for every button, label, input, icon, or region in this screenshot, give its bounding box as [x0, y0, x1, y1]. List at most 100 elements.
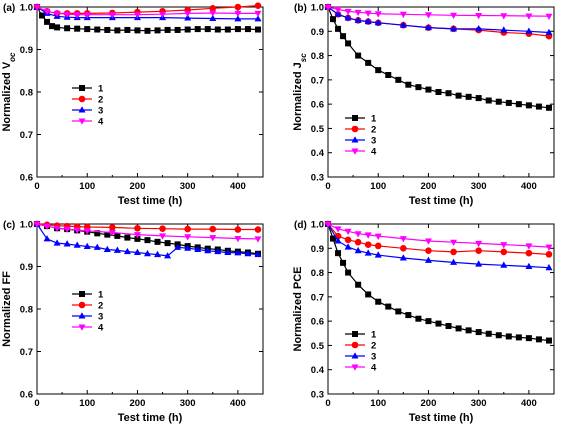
y-axis-label: Normalized PCE: [292, 267, 304, 352]
y-tick-label: 0.6: [20, 173, 33, 184]
data-point: [545, 104, 552, 111]
data-point: [209, 4, 217, 12]
data-point: [83, 12, 91, 19]
data-point: [374, 18, 382, 26]
data-point: [424, 23, 432, 31]
data-point: [364, 241, 372, 248]
series-4: [324, 221, 553, 251]
legend-marker: [351, 352, 359, 359]
data-point: [475, 13, 483, 20]
plot-frame: [327, 6, 555, 178]
data-point: [475, 260, 483, 267]
data-point: [234, 15, 242, 22]
data-point: [244, 249, 252, 257]
y-tick-label: 1.0: [311, 220, 324, 231]
data-point: [184, 10, 192, 18]
data-point: [525, 243, 533, 250]
x-tick-label: 400: [230, 181, 246, 192]
legend-label: 3: [371, 352, 376, 363]
y-tick-label: 0.9: [311, 27, 324, 38]
data-point: [500, 261, 508, 268]
data-point: [254, 236, 262, 243]
data-point: [475, 247, 482, 255]
data-point: [525, 27, 533, 34]
data-point: [399, 236, 407, 243]
data-point: [445, 90, 452, 97]
data-point: [134, 27, 141, 34]
data-point: [43, 235, 51, 242]
data-point: [364, 17, 372, 25]
y-tick-label: 0.9: [311, 244, 324, 255]
data-point: [174, 26, 181, 33]
y-axis-label: Normalized FF: [1, 271, 13, 347]
data-point: [104, 26, 111, 33]
x-tick-label: 0: [34, 181, 39, 192]
data-point: [33, 221, 41, 228]
data-point: [385, 72, 392, 78]
x-tick-label: 400: [230, 398, 246, 409]
data-point: [324, 4, 332, 11]
panel-label: (d): [294, 220, 307, 231]
legend-label: 4: [371, 363, 377, 374]
data-point: [234, 3, 242, 11]
series-2: [324, 220, 553, 258]
y-tick-label: 0.4: [311, 148, 325, 159]
data-point: [159, 233, 167, 240]
y-axis-label-subscript: oc: [8, 52, 17, 62]
data-point: [154, 250, 162, 258]
data-point: [450, 239, 458, 247]
data-point: [525, 13, 533, 20]
data-point: [109, 224, 116, 231]
data-point: [39, 12, 46, 19]
x-tick-label: 400: [521, 181, 537, 192]
data-point: [209, 225, 217, 233]
legend-marker: [78, 118, 86, 125]
legend-label: 4: [98, 323, 104, 334]
data-point: [415, 84, 422, 91]
y-tick-label: 0.4: [311, 365, 325, 376]
data-point: [334, 226, 342, 233]
data-point: [455, 325, 462, 332]
data-point: [134, 224, 141, 232]
data-point: [53, 10, 61, 18]
data-point: [134, 235, 141, 242]
data-point: [425, 86, 432, 93]
data-point: [209, 14, 217, 21]
x-axis-label: Test time (h): [409, 412, 474, 424]
data-point: [63, 240, 71, 247]
series-line: [327, 223, 550, 248]
data-point: [500, 242, 508, 249]
y-tick-label: 0.8: [20, 305, 33, 316]
x-tick-label: 100: [370, 398, 386, 409]
legend-marker: [78, 312, 86, 319]
y-tick-label: 0.6: [311, 100, 324, 111]
data-point: [334, 6, 342, 14]
data-point: [465, 327, 472, 334]
data-point: [324, 221, 332, 228]
x-tick-label: 0: [34, 398, 39, 409]
y-axis-label: Normalized Jsc: [292, 53, 308, 131]
data-point: [500, 13, 508, 20]
legend-marker: [351, 364, 359, 371]
data-point: [450, 25, 458, 32]
data-point: [224, 26, 231, 33]
data-point: [194, 26, 201, 33]
data-point: [425, 318, 432, 325]
legend-marker: [78, 324, 86, 331]
y-axis-label-main: Normalized V: [1, 61, 13, 131]
y-tick-label: 0.7: [311, 292, 324, 303]
legend-marker: [78, 106, 86, 113]
data-point: [475, 95, 482, 102]
data-point: [174, 243, 182, 250]
data-point: [94, 26, 101, 33]
data-point: [365, 59, 372, 66]
data-point: [545, 244, 553, 251]
data-point: [254, 10, 262, 18]
data-point: [204, 246, 212, 254]
data-point: [340, 33, 347, 40]
data-point: [495, 332, 502, 339]
x-tick-label: 0: [325, 398, 330, 409]
x-tick-label: 100: [370, 181, 386, 192]
